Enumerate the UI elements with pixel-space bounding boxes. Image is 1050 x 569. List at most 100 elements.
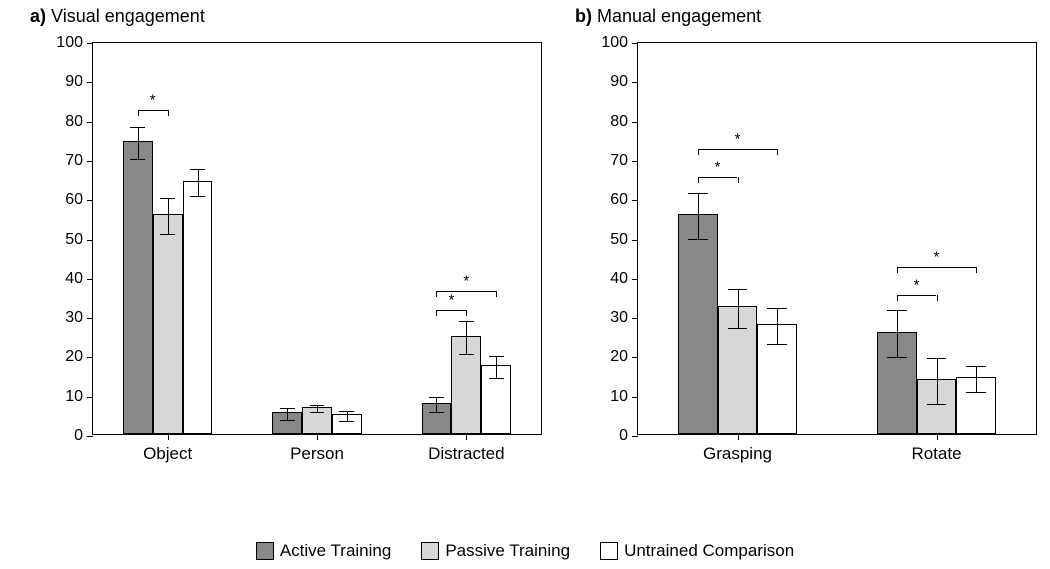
y-tick-label: 20	[65, 348, 83, 366]
error-cap	[429, 412, 444, 413]
error-cap	[429, 397, 444, 398]
x-tick	[937, 434, 938, 440]
error-cap	[489, 378, 504, 379]
error-cap	[310, 412, 325, 413]
significance-bracket	[897, 267, 977, 268]
error-bar	[976, 366, 977, 391]
error-bar	[198, 169, 199, 197]
bar-untrained	[183, 181, 213, 434]
significance-star: *	[448, 292, 454, 309]
error-cap	[966, 392, 986, 393]
y-tick	[632, 436, 638, 437]
x-tick	[738, 434, 739, 440]
y-tick-label: 100	[601, 34, 628, 52]
error-bar	[436, 397, 437, 411]
error-cap	[190, 196, 205, 197]
error-cap	[130, 159, 145, 160]
panel-b-title: b) Manual engagement	[575, 6, 761, 27]
y-tick	[632, 82, 638, 83]
legend: Active Training Passive Training Untrain…	[0, 541, 1050, 561]
panel-b-tag: b)	[575, 6, 592, 26]
y-tick	[87, 357, 93, 358]
significance-bracket-end	[738, 177, 739, 183]
y-tick-label: 40	[65, 270, 83, 288]
error-bar	[897, 310, 898, 357]
legend-label-active: Active Training	[280, 541, 392, 561]
error-cap	[160, 234, 175, 235]
significance-bracket-end	[698, 177, 699, 183]
significance-bracket-end	[168, 110, 169, 116]
plot-area-a: 0102030405060708090100ObjectPersonDistra…	[92, 42, 542, 435]
error-cap	[280, 420, 295, 421]
y-tick-label: 100	[56, 34, 83, 52]
y-tick-label: 90	[610, 73, 628, 91]
error-bar	[937, 358, 938, 404]
y-tick-label: 70	[610, 152, 628, 170]
y-tick	[632, 357, 638, 358]
significance-star: *	[463, 272, 469, 289]
y-tick-label: 90	[65, 73, 83, 91]
x-tick-label: Person	[290, 444, 344, 464]
error-cap	[459, 321, 474, 322]
significance-bracket-end	[138, 110, 139, 116]
y-tick-label: 80	[610, 113, 628, 131]
y-tick	[87, 318, 93, 319]
significance-bracket	[138, 110, 168, 111]
y-tick-label: 60	[65, 191, 83, 209]
x-tick-label: Grasping	[703, 444, 772, 464]
error-bar	[738, 289, 739, 328]
legend-item-passive: Passive Training	[421, 541, 570, 561]
legend-label-passive: Passive Training	[445, 541, 570, 561]
error-bar	[777, 308, 778, 343]
error-cap	[927, 358, 947, 359]
y-tick	[632, 318, 638, 319]
error-cap	[728, 289, 748, 290]
significance-bracket-end	[897, 295, 898, 301]
significance-bracket-end	[937, 295, 938, 301]
error-bar	[466, 321, 467, 354]
significance-star: *	[715, 158, 721, 175]
panel-a-tag: a)	[30, 6, 46, 26]
bar-active	[123, 141, 153, 434]
error-bar	[496, 356, 497, 378]
error-cap	[339, 421, 354, 422]
y-tick-label: 30	[610, 309, 628, 327]
significance-bracket-end	[496, 291, 497, 297]
legend-item-untrained: Untrained Comparison	[600, 541, 794, 561]
bar-passive	[153, 214, 183, 434]
significance-bracket	[698, 177, 738, 178]
error-bar	[347, 411, 348, 421]
bar-active	[678, 214, 718, 434]
y-tick-label: 10	[65, 388, 83, 406]
significance-star: *	[735, 130, 741, 147]
x-tick-label: Rotate	[911, 444, 961, 464]
error-cap	[966, 366, 986, 367]
significance-bracket	[897, 295, 937, 296]
y-tick	[87, 161, 93, 162]
error-cap	[339, 411, 354, 412]
error-bar	[168, 198, 169, 233]
significance-bracket-end	[436, 310, 437, 316]
y-tick-label: 60	[610, 191, 628, 209]
y-tick	[87, 436, 93, 437]
y-tick-label: 10	[610, 388, 628, 406]
error-cap	[489, 356, 504, 357]
legend-swatch-active	[256, 542, 274, 560]
y-tick	[87, 200, 93, 201]
y-tick-label: 0	[74, 427, 83, 445]
y-tick-label: 50	[65, 231, 83, 249]
error-cap	[280, 408, 295, 409]
y-tick	[87, 82, 93, 83]
panel-a-title: a) Visual engagement	[30, 6, 205, 27]
significance-bracket-end	[436, 291, 437, 297]
y-tick	[632, 240, 638, 241]
legend-label-untrained: Untrained Comparison	[624, 541, 794, 561]
y-tick	[87, 43, 93, 44]
significance-bracket-end	[777, 149, 778, 155]
error-cap	[190, 169, 205, 170]
y-tick	[632, 200, 638, 201]
panel-a: a) Visual engagement Proportion of durat…	[20, 0, 540, 503]
figure: a) Visual engagement Proportion of durat…	[0, 0, 1050, 569]
significance-bracket-end	[698, 149, 699, 155]
significance-star: *	[914, 276, 920, 293]
